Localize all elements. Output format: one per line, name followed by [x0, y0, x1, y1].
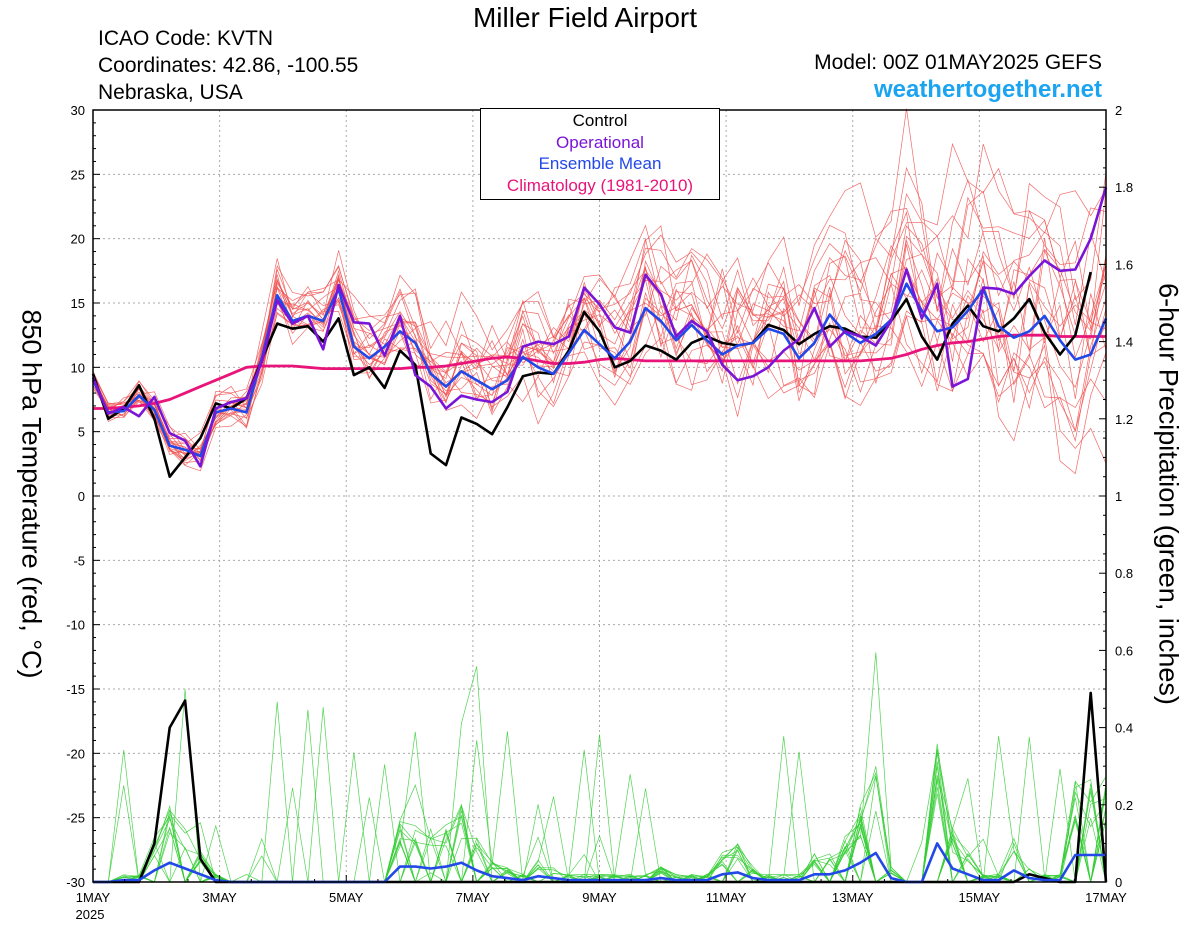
y-axis-label-left: 850 hPa Temperature (red, °C) — [16, 309, 47, 679]
x-tick-label: 3MAY — [202, 890, 237, 905]
legend-climatology: Climatology (1981-2010) — [506, 175, 694, 195]
icao-code: ICAO Code: KVTN — [98, 27, 274, 50]
y2-tick-label: 0 — [1115, 875, 1122, 890]
y-tick-label: -30 — [66, 875, 85, 890]
x-tick-label: 17MAY — [1085, 890, 1127, 905]
y-tick-label: 30 — [71, 103, 85, 118]
x-tick-label: 7MAY — [456, 890, 491, 905]
y2-tick-label: 0.8 — [1115, 566, 1133, 581]
x-tick-label: 11MAY — [706, 890, 747, 905]
y-tick-label: -20 — [66, 746, 85, 761]
location: Nebraska, USA — [98, 81, 243, 104]
gridlines — [93, 110, 1106, 882]
x-tick-label: 5MAY — [329, 890, 364, 905]
precip-member-line — [93, 784, 1107, 883]
x-tick-label: 1MAY — [76, 890, 111, 905]
y-tick-label: 5 — [78, 425, 85, 440]
precip-member-line — [93, 666, 1107, 883]
y2-tick-label: 2 — [1115, 103, 1122, 118]
x-tick-label: 13MAY — [832, 890, 874, 905]
y2-tick-label: 1 — [1115, 489, 1122, 504]
y-tick-label: -25 — [66, 811, 85, 826]
y2-tick-label: 1.2 — [1115, 412, 1133, 427]
axis-ticks: 302520151050-5-10-15-20-25-3021.81.61.41… — [66, 103, 1133, 922]
site-link[interactable]: weathertogether.net — [873, 76, 1102, 103]
y2-tick-label: 0.6 — [1115, 643, 1133, 658]
legend-ensemble-mean: Ensemble Mean — [538, 154, 662, 173]
y-tick-label: 10 — [71, 360, 85, 375]
y2-tick-label: 1.4 — [1115, 335, 1133, 350]
temp-operational-line — [91, 186, 1108, 468]
temperature-member-line — [92, 249, 1107, 460]
x-tick-label: 15MAY — [959, 890, 1001, 905]
temperature-member-line — [92, 287, 1107, 466]
model-run: Model: 00Z 01MAY2025 GEFS — [814, 51, 1102, 74]
temp-climatology-line — [93, 333, 1106, 410]
y-tick-label: 0 — [78, 489, 85, 504]
chart-title: Miller Field Airport — [472, 2, 698, 33]
x-tick-label: 9MAY — [582, 890, 617, 905]
y2-tick-label: 1.8 — [1115, 180, 1133, 195]
y2-tick-label: 0.4 — [1115, 721, 1133, 736]
coordinates: Coordinates: 42.86, -100.55 — [98, 54, 359, 77]
y-tick-label: -10 — [66, 618, 85, 633]
legend-control: Control — [572, 111, 628, 130]
temperature-member-line — [92, 278, 1107, 464]
y-tick-label: 25 — [71, 167, 85, 182]
y2-tick-label: 0.2 — [1115, 798, 1133, 813]
legend-operational: Operational — [556, 132, 644, 152]
x-tick-year: 2025 — [76, 907, 105, 922]
y-tick-label: 15 — [71, 296, 85, 311]
y-tick-label: -5 — [73, 553, 85, 568]
y-tick-label: 20 — [71, 232, 85, 247]
y-axis-label-right: 6-hour Precipitation (green, inches) — [1153, 283, 1184, 705]
y-tick-label: -15 — [66, 682, 85, 697]
y2-tick-label: 1.6 — [1115, 257, 1133, 272]
legend: Control Operational Ensemble Mean Climat… — [480, 108, 720, 200]
